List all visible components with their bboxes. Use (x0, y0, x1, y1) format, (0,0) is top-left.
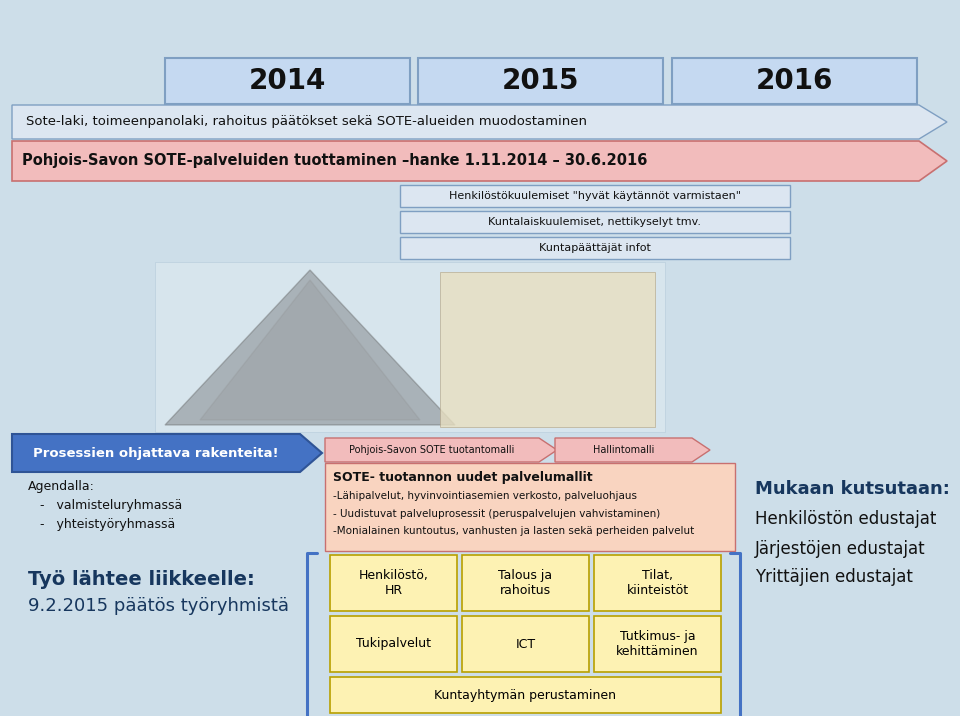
FancyBboxPatch shape (462, 555, 589, 611)
Polygon shape (325, 438, 557, 462)
FancyBboxPatch shape (440, 272, 655, 427)
Text: ICT: ICT (516, 637, 536, 651)
Polygon shape (12, 141, 947, 181)
Text: Kuntapäättäjät infot: Kuntapäättäjät infot (540, 243, 651, 253)
Text: Yrittäjien edustajat: Yrittäjien edustajat (755, 568, 913, 586)
Text: SOTE- tuotannon uudet palvelumallit: SOTE- tuotannon uudet palvelumallit (333, 471, 592, 484)
Text: Tukipalvelut: Tukipalvelut (356, 637, 431, 651)
Text: 2016: 2016 (756, 67, 833, 95)
Text: 9.2.2015 päätös työryhmistä: 9.2.2015 päätös työryhmistä (28, 597, 289, 615)
Polygon shape (12, 434, 322, 472)
Text: Sote-laki, toimeenpanolaki, rahoitus päätökset sekä SOTE-alueiden muodostaminen: Sote-laki, toimeenpanolaki, rahoitus pää… (26, 115, 587, 128)
FancyBboxPatch shape (462, 616, 589, 672)
FancyBboxPatch shape (672, 58, 917, 104)
Text: Prosessien ohjattava rakenteita!: Prosessien ohjattava rakenteita! (34, 447, 278, 460)
Text: Työ lähtee liikkeelle:: Työ lähtee liikkeelle: (28, 570, 254, 589)
Text: 2015: 2015 (502, 67, 579, 95)
Text: Pohjois-Savon SOTE tuotantomalli: Pohjois-Savon SOTE tuotantomalli (349, 445, 515, 455)
FancyBboxPatch shape (330, 616, 457, 672)
Text: - Uudistuvat palveluprosessit (peruspalvelujen vahvistaminen): - Uudistuvat palveluprosessit (peruspalv… (333, 509, 660, 519)
Text: Järjestöjen edustajat: Järjestöjen edustajat (755, 540, 925, 558)
Text: Kuntalaiskuulemiset, nettikyselyt tmv.: Kuntalaiskuulemiset, nettikyselyt tmv. (489, 217, 702, 227)
Text: Talous ja
rahoitus: Talous ja rahoitus (498, 569, 553, 597)
FancyBboxPatch shape (594, 555, 721, 611)
FancyBboxPatch shape (400, 211, 790, 233)
FancyBboxPatch shape (155, 262, 665, 432)
Text: Pohjois-Savon SOTE-palveluiden tuottaminen –hanke 1.11.2014 – 30.6.2016: Pohjois-Savon SOTE-palveluiden tuottamin… (22, 153, 647, 168)
FancyBboxPatch shape (165, 58, 410, 104)
Text: Tilat,
kiinteistöt: Tilat, kiinteistöt (627, 569, 688, 597)
Polygon shape (200, 280, 420, 420)
Text: Henkilöstön edustajat: Henkilöstön edustajat (755, 510, 936, 528)
Polygon shape (12, 105, 947, 139)
Text: 2014: 2014 (249, 67, 326, 95)
Text: Tutkimus- ja
kehittäminen: Tutkimus- ja kehittäminen (616, 630, 699, 658)
FancyBboxPatch shape (400, 185, 790, 207)
FancyBboxPatch shape (400, 237, 790, 259)
Text: Hallintomalli: Hallintomalli (593, 445, 654, 455)
FancyBboxPatch shape (330, 677, 721, 713)
FancyBboxPatch shape (418, 58, 663, 104)
Text: Agendalla:
   -   valmisteluryhmassä
   -   yhteistyöryhmassä: Agendalla: - valmisteluryhmassä - yhteis… (28, 480, 182, 531)
Text: -Lähipalvelut, hyvinvointiasemien verkosto, palveluohjaus: -Lähipalvelut, hyvinvointiasemien verkos… (333, 491, 637, 501)
Text: Henkilöstökuulemiset "hyvät käytännöt varmistaen": Henkilöstökuulemiset "hyvät käytännöt va… (449, 191, 741, 201)
Text: Henkilöstö,
HR: Henkilöstö, HR (359, 569, 428, 597)
Text: Kuntayhtymän perustaminen: Kuntayhtymän perustaminen (435, 689, 616, 702)
FancyBboxPatch shape (594, 616, 721, 672)
FancyBboxPatch shape (325, 463, 735, 551)
Polygon shape (165, 270, 455, 425)
FancyBboxPatch shape (330, 555, 457, 611)
Text: Mukaan kutsutaan:: Mukaan kutsutaan: (755, 480, 949, 498)
Polygon shape (555, 438, 710, 462)
Text: -Monialainen kuntoutus, vanhusten ja lasten sekä perheiden palvelut: -Monialainen kuntoutus, vanhusten ja las… (333, 526, 694, 536)
